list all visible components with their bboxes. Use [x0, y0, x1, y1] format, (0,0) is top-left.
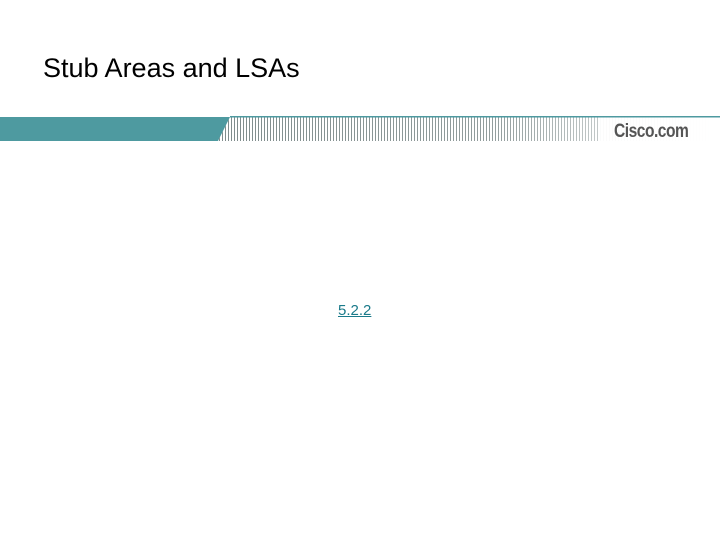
- cisco-logo: Cisco.com: [614, 121, 689, 142]
- banner-teal-band: [0, 117, 230, 141]
- header-banner: [0, 115, 720, 143]
- slide-title: Stub Areas and LSAs: [43, 53, 300, 83]
- section-link[interactable]: 5.2.2: [338, 302, 372, 319]
